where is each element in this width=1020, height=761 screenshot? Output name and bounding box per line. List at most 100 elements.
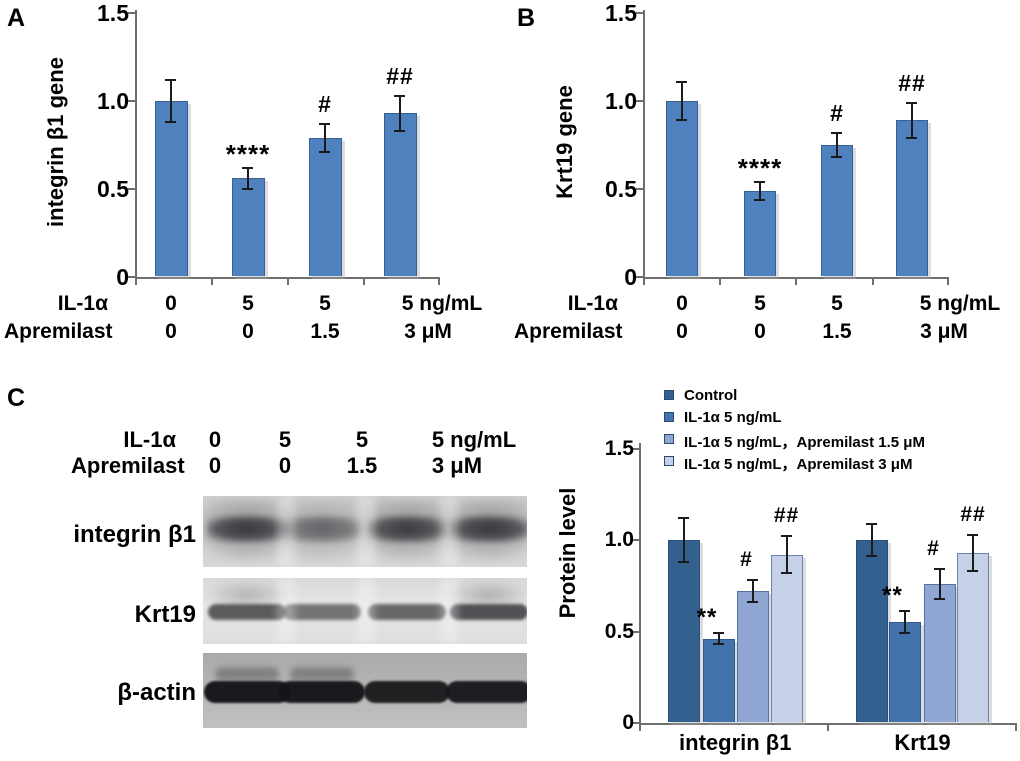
blot-row-label: integrin β1: [73, 521, 196, 548]
error-bar: [683, 518, 685, 562]
error-bar: [871, 523, 873, 557]
condition-row-value: 5: [278, 427, 292, 452]
significance-annotation: ****: [225, 138, 271, 169]
condition-row-value: 0: [208, 453, 222, 478]
y-tick-mark: [636, 276, 643, 278]
condition-row-value: 5: [355, 427, 369, 452]
legend-item: IL-1α 5 ng/mL，Apremilast 3 μM: [664, 453, 1014, 473]
condition-row-value: 1.5: [310, 320, 340, 343]
bar: [736, 591, 769, 722]
y-tick-label: 1.0: [97, 88, 129, 114]
blot-band-halo: [447, 580, 527, 606]
condition-row-label: IL-1α: [57, 292, 108, 315]
condition-row-value: 5 ng/mL: [431, 427, 517, 452]
legend-label: IL-1α 5 ng/mL，Apremilast 1.5 μM: [684, 434, 925, 451]
y-tick-label: 0: [624, 264, 637, 290]
lane-gap-highlight: [277, 496, 295, 567]
bar: [231, 178, 265, 276]
y-axis-line: [643, 10, 645, 278]
error-bar-cap: [713, 643, 724, 646]
condition-row-label: Apremilast: [514, 320, 623, 343]
bar: [308, 138, 342, 276]
condition-row-value: 0: [242, 320, 254, 343]
significance-annotation: #: [927, 537, 940, 561]
error-bar-cap: [898, 632, 910, 635]
legend-label: Control: [684, 387, 738, 404]
error-bar: [751, 580, 754, 603]
error-bar-cap: [780, 571, 792, 574]
x-axis-line: [135, 277, 440, 279]
blot-band: [279, 681, 365, 703]
condition-row-label: Apremilast: [71, 453, 185, 478]
lane-gap-highlight: [357, 496, 375, 567]
blot-band: [207, 516, 287, 542]
lane-gap-highlight: [357, 578, 375, 644]
x-axis-line: [643, 277, 949, 279]
blot-row-label: β-actin: [117, 679, 196, 706]
bar: [703, 639, 735, 722]
error-bar-cap: [242, 188, 253, 190]
bar: [154, 101, 188, 276]
error-bar-cap: [746, 601, 758, 604]
blot-band: [204, 681, 290, 703]
x-axis-line: [639, 723, 1017, 725]
y-tick-mark: [632, 539, 639, 541]
x-tick-mark: [211, 279, 213, 285]
y-axis-line: [639, 443, 641, 724]
bar: [666, 101, 698, 276]
y-tick-mark: [636, 12, 643, 14]
category-label: Krt19: [894, 730, 951, 755]
condition-row-value: 0: [676, 320, 688, 343]
error-bar-cap: [967, 570, 978, 573]
error-bar-cap: [866, 555, 877, 558]
significance-annotation: #: [830, 99, 844, 126]
error-bar: [938, 569, 941, 599]
lane-gap-highlight: [440, 496, 458, 567]
legend-swatch: [664, 456, 674, 466]
significance-annotation: ##: [386, 62, 414, 89]
blot-strip: [203, 653, 527, 728]
x-tick-mark: [643, 279, 645, 285]
blot-band: [368, 604, 446, 620]
error-bar: [681, 81, 683, 121]
error-bar-cap: [746, 579, 758, 582]
x-tick-mark: [438, 279, 440, 285]
panel-c-letter: C: [7, 384, 26, 412]
error-bar-cap: [319, 151, 330, 154]
significance-annotation: **: [696, 604, 718, 632]
x-tick-mark: [135, 279, 137, 285]
y-tick-label: 1.0: [605, 88, 637, 114]
error-bar: [903, 611, 906, 634]
blot-band-halo: [290, 667, 354, 681]
y-tick-mark: [636, 100, 643, 102]
blot-band: [367, 516, 447, 542]
x-tick-mark: [719, 279, 721, 285]
error-bar: [972, 534, 974, 572]
error-bar-cap: [754, 198, 765, 201]
y-tick-label: 0.5: [604, 619, 634, 643]
error-bar-cap: [678, 560, 689, 563]
blot-band: [446, 681, 527, 703]
error-bar-cap: [676, 119, 687, 122]
error-bar-cap: [319, 122, 330, 125]
condition-row-value: 1.5: [822, 320, 852, 343]
x-tick-mark: [872, 279, 874, 285]
error-bar-cap: [394, 94, 405, 97]
condition-row-value: 3 μM: [920, 320, 968, 343]
condition-row-value: 5: [319, 292, 331, 315]
panel-b-letter: B: [517, 4, 536, 32]
bar: [668, 540, 700, 722]
legend-label: IL-1α 5 ng/mL，Apremilast 3 μM: [684, 456, 913, 473]
error-bar-cap: [713, 632, 724, 635]
lane-gap-highlight: [277, 578, 295, 644]
error-bar-cap: [906, 136, 917, 139]
error-bar: [911, 102, 913, 138]
y-axis-line: [135, 10, 137, 278]
bar: [957, 553, 989, 722]
blot-band-halo: [205, 580, 289, 606]
legend-swatch: [664, 390, 674, 400]
blot-row-label: Krt19: [134, 601, 196, 628]
y-tick-mark: [128, 12, 135, 14]
